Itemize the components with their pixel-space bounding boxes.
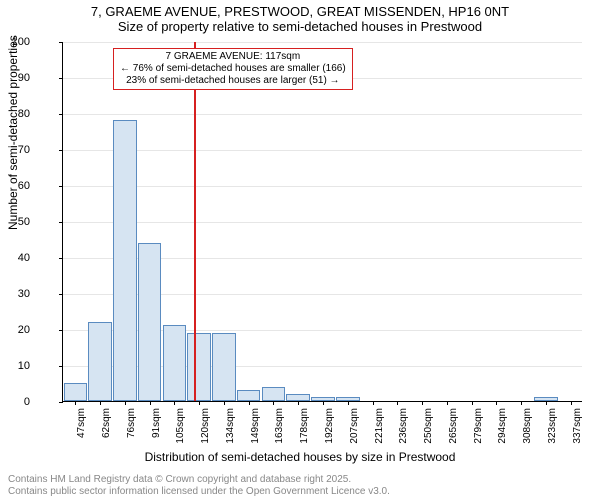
xtick-mark (224, 401, 225, 405)
ytick-mark (59, 366, 63, 367)
xtick-mark (422, 401, 423, 405)
gridline (63, 186, 582, 187)
histogram-bar (113, 120, 137, 401)
histogram-bar (237, 390, 261, 401)
ytick-mark (59, 42, 63, 43)
ytick-label: 80 (0, 108, 30, 120)
xtick-label: 91sqm (151, 408, 162, 448)
ytick-label: 20 (0, 324, 30, 336)
xtick-label: 207sqm (349, 408, 360, 448)
histogram-bar (286, 394, 310, 401)
xtick-mark (521, 401, 522, 405)
xtick-mark (397, 401, 398, 405)
xtick-label: 47sqm (76, 408, 87, 448)
chart-title-block: 7, GRAEME AVENUE, PRESTWOOD, GREAT MISSE… (0, 4, 600, 34)
chart-title-line2: Size of property relative to semi-detach… (0, 19, 600, 34)
xtick-label: 163sqm (274, 408, 285, 448)
gridline (63, 222, 582, 223)
histogram-bar (262, 387, 286, 401)
xtick-mark (174, 401, 175, 405)
xtick-mark (100, 401, 101, 405)
xtick-mark (472, 401, 473, 405)
chart-container: 7, GRAEME AVENUE, PRESTWOOD, GREAT MISSE… (0, 0, 600, 500)
ytick-label: 40 (0, 252, 30, 264)
xtick-label: 76sqm (126, 408, 137, 448)
xtick-mark (348, 401, 349, 405)
xtick-label: 221sqm (374, 408, 385, 448)
xtick-label: 308sqm (522, 408, 533, 448)
xtick-mark (298, 401, 299, 405)
chart-footer: Contains HM Land Registry data © Crown c… (8, 474, 390, 498)
xtick-mark (323, 401, 324, 405)
xtick-mark (125, 401, 126, 405)
ytick-mark (59, 258, 63, 259)
xtick-label: 250sqm (423, 408, 434, 448)
xtick-mark (75, 401, 76, 405)
ytick-label: 100 (0, 36, 30, 48)
ytick-label: 0 (0, 396, 30, 408)
histogram-bar (163, 325, 187, 401)
xtick-label: 265sqm (448, 408, 459, 448)
ytick-mark (59, 294, 63, 295)
annotation-line2: ← 76% of semi-detached houses are smalle… (120, 63, 346, 75)
marker-annotation: 7 GRAEME AVENUE: 117sqm ← 76% of semi-de… (113, 48, 353, 90)
ytick-mark (59, 330, 63, 331)
footer-line2: Contains public sector information licen… (8, 486, 390, 498)
y-axis-label: Number of semi-detached properties (6, 35, 20, 230)
xtick-label: 149sqm (250, 408, 261, 448)
xtick-label: 105sqm (175, 408, 186, 448)
xtick-label: 279sqm (473, 408, 484, 448)
xtick-mark (249, 401, 250, 405)
chart-title-line1: 7, GRAEME AVENUE, PRESTWOOD, GREAT MISSE… (0, 4, 600, 19)
plot-area: 7 GRAEME AVENUE: 117sqm ← 76% of semi-de… (62, 42, 582, 402)
histogram-bar (64, 383, 88, 401)
ytick-label: 70 (0, 144, 30, 156)
x-axis-label: Distribution of semi-detached houses by … (0, 450, 600, 464)
xtick-mark (447, 401, 448, 405)
xtick-label: 236sqm (398, 408, 409, 448)
ytick-label: 60 (0, 180, 30, 192)
histogram-bar (212, 333, 236, 401)
xtick-label: 337sqm (572, 408, 583, 448)
annotation-line3: 23% of semi-detached houses are larger (… (120, 75, 346, 87)
ytick-mark (59, 222, 63, 223)
histogram-bar (187, 333, 211, 401)
annotation-line1: 7 GRAEME AVENUE: 117sqm (120, 51, 346, 63)
histogram-bar (88, 322, 112, 401)
ytick-label: 30 (0, 288, 30, 300)
ytick-mark (59, 150, 63, 151)
xtick-mark (199, 401, 200, 405)
xtick-label: 192sqm (324, 408, 335, 448)
histogram-bar (138, 243, 162, 401)
xtick-label: 120sqm (200, 408, 211, 448)
gridline (63, 150, 582, 151)
xtick-label: 294sqm (497, 408, 508, 448)
ytick-mark (59, 186, 63, 187)
xtick-mark (496, 401, 497, 405)
xtick-label: 323sqm (547, 408, 558, 448)
xtick-label: 178sqm (299, 408, 310, 448)
ytick-mark (59, 78, 63, 79)
xtick-mark (546, 401, 547, 405)
xtick-label: 134sqm (225, 408, 236, 448)
xtick-mark (150, 401, 151, 405)
xtick-mark (571, 401, 572, 405)
gridline (63, 42, 582, 43)
ytick-label: 90 (0, 72, 30, 84)
ytick-label: 10 (0, 360, 30, 372)
xtick-mark (273, 401, 274, 405)
ytick-mark (59, 114, 63, 115)
gridline (63, 114, 582, 115)
footer-line1: Contains HM Land Registry data © Crown c… (8, 474, 390, 486)
xtick-label: 62sqm (101, 408, 112, 448)
ytick-mark (59, 402, 63, 403)
xtick-mark (373, 401, 374, 405)
ytick-label: 50 (0, 216, 30, 228)
marker-line (194, 42, 196, 401)
